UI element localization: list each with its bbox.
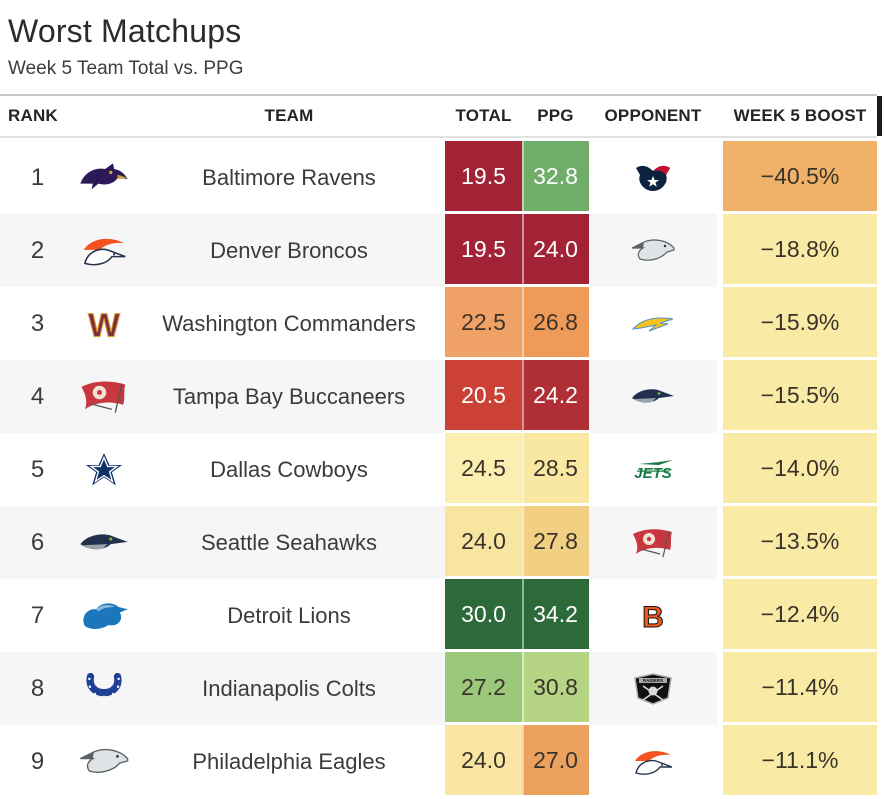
header-team: TEAM xyxy=(264,106,314,125)
ppg-cell: 27.0 xyxy=(522,725,589,798)
table-row: 4 Tampa Bay Buccaneers 20.5 24.2 −15.5% xyxy=(0,360,877,433)
team-name: Indianapolis Colts xyxy=(202,675,376,701)
table-row: 9 Philadelphia Eagles 24.0 27.0 −11.1% xyxy=(0,725,877,798)
week5-boost-cell: −13.5% xyxy=(723,506,877,579)
total-cell: 30.0 xyxy=(445,579,522,652)
masthead: Worst Matchups Week 5 Team Total vs. PPG xyxy=(0,0,885,94)
column-gap xyxy=(717,360,723,433)
column-gap xyxy=(717,214,723,287)
seattle-seahawks-logo-icon xyxy=(589,360,717,433)
washington-commanders-logo-icon xyxy=(75,287,133,360)
table-body: 1 Baltimore Ravens 19.5 32.8 −40.5% 2 De… xyxy=(0,138,885,798)
table-header-row: RANK TEAM TOTAL PPG OPPONENT WEEK 5 BOOS… xyxy=(0,94,882,138)
table-row: 3 Washington Commanders 22.5 26.8 −15.9% xyxy=(0,287,877,360)
table-row: 8 Indianapolis Colts 27.2 30.8 −11.4% xyxy=(0,652,877,725)
team-name: Detroit Lions xyxy=(227,602,351,628)
los-angeles-chargers-logo-icon xyxy=(589,287,717,360)
total-cell: 24.5 xyxy=(445,433,522,506)
rank-value: 5 xyxy=(30,455,45,483)
header-rank: RANK xyxy=(8,106,58,125)
rank-value: 4 xyxy=(30,382,45,410)
header-total: TOTAL xyxy=(455,106,512,125)
header-opponent: OPPONENT xyxy=(604,106,702,125)
column-gap xyxy=(717,141,723,214)
total-cell: 22.5 xyxy=(445,287,522,360)
table-row: 1 Baltimore Ravens 19.5 32.8 −40.5% xyxy=(0,141,877,214)
dallas-cowboys-logo-icon xyxy=(75,433,133,506)
week5-boost-cell: −11.1% xyxy=(723,725,877,798)
page-title: Worst Matchups xyxy=(8,13,242,49)
total-cell: 19.5 xyxy=(445,214,522,287)
philadelphia-eagles-logo-icon xyxy=(589,214,717,287)
week5-boost-cell: −11.4% xyxy=(723,652,877,725)
week5-boost-cell: −15.5% xyxy=(723,360,877,433)
cincinnati-bengals-logo-icon xyxy=(589,579,717,652)
column-gap xyxy=(717,725,723,798)
rank-value: 9 xyxy=(30,747,45,775)
column-gap xyxy=(717,579,723,652)
team-name: Tampa Bay Buccaneers xyxy=(172,383,406,409)
team-name: Baltimore Ravens xyxy=(202,164,376,190)
table-row: 5 Dallas Cowboys 24.5 28.5 −14.0% xyxy=(0,433,877,506)
column-gap xyxy=(717,506,723,579)
week5-boost-cell: −14.0% xyxy=(723,433,877,506)
table-row: 7 Detroit Lions 30.0 34.2 −12.4% xyxy=(0,579,877,652)
seattle-seahawks-logo-icon xyxy=(75,506,133,579)
team-name: Dallas Cowboys xyxy=(210,456,368,482)
tampa-bay-buccaneers-logo-icon xyxy=(75,360,133,433)
total-cell: 24.0 xyxy=(445,506,522,579)
table-row: 6 Seattle Seahawks 24.0 27.8 −13.5% xyxy=(0,506,877,579)
detroit-lions-logo-icon xyxy=(75,579,133,652)
rank-value: 1 xyxy=(30,163,45,191)
week5-boost-cell: −15.9% xyxy=(723,287,877,360)
team-name: Washington Commanders xyxy=(162,310,416,336)
total-cell: 19.5 xyxy=(445,141,522,214)
philadelphia-eagles-logo-icon xyxy=(75,725,133,798)
header-ppg: PPG xyxy=(537,106,574,125)
total-cell: 27.2 xyxy=(445,652,522,725)
rank-value: 2 xyxy=(30,236,45,264)
week5-boost-cell: −18.8% xyxy=(723,214,877,287)
team-name: Seattle Seahawks xyxy=(200,529,378,555)
rank-value: 7 xyxy=(30,601,45,629)
table-row: 2 Denver Broncos 19.5 24.0 −18.8% xyxy=(0,214,877,287)
denver-broncos-logo-icon xyxy=(75,214,133,287)
week5-boost-cell: −40.5% xyxy=(723,141,877,214)
tampa-bay-buccaneers-logo-icon xyxy=(589,506,717,579)
indianapolis-colts-logo-icon xyxy=(75,652,133,725)
page-subtitle: Week 5 Team Total vs. PPG xyxy=(8,58,244,79)
new-york-jets-logo-icon xyxy=(589,433,717,506)
ppg-cell: 32.8 xyxy=(522,141,589,214)
column-gap xyxy=(717,652,723,725)
header-week5-boost: WEEK 5 BOOST xyxy=(733,106,867,125)
houston-texans-logo-icon xyxy=(589,141,717,214)
team-name: Philadelphia Eagles xyxy=(192,748,386,774)
ppg-cell: 34.2 xyxy=(522,579,589,652)
week5-boost-cell: −12.4% xyxy=(723,579,877,652)
ppg-cell: 26.8 xyxy=(522,287,589,360)
ppg-cell: 30.8 xyxy=(522,652,589,725)
total-cell: 20.5 xyxy=(445,360,522,433)
column-gap xyxy=(717,433,723,506)
column-gap xyxy=(717,287,723,360)
total-cell: 24.0 xyxy=(445,725,522,798)
rank-value: 8 xyxy=(30,674,45,702)
baltimore-ravens-logo-icon xyxy=(75,141,133,214)
header-right-border xyxy=(877,96,882,136)
las-vegas-raiders-logo-icon xyxy=(589,652,717,725)
ppg-cell: 24.2 xyxy=(522,360,589,433)
team-name: Denver Broncos xyxy=(210,237,368,263)
rank-value: 6 xyxy=(30,528,45,556)
ppg-cell: 24.0 xyxy=(522,214,589,287)
ppg-cell: 28.5 xyxy=(522,433,589,506)
rank-value: 3 xyxy=(30,309,45,337)
denver-broncos-logo-icon xyxy=(589,725,717,798)
ppg-cell: 27.8 xyxy=(522,506,589,579)
